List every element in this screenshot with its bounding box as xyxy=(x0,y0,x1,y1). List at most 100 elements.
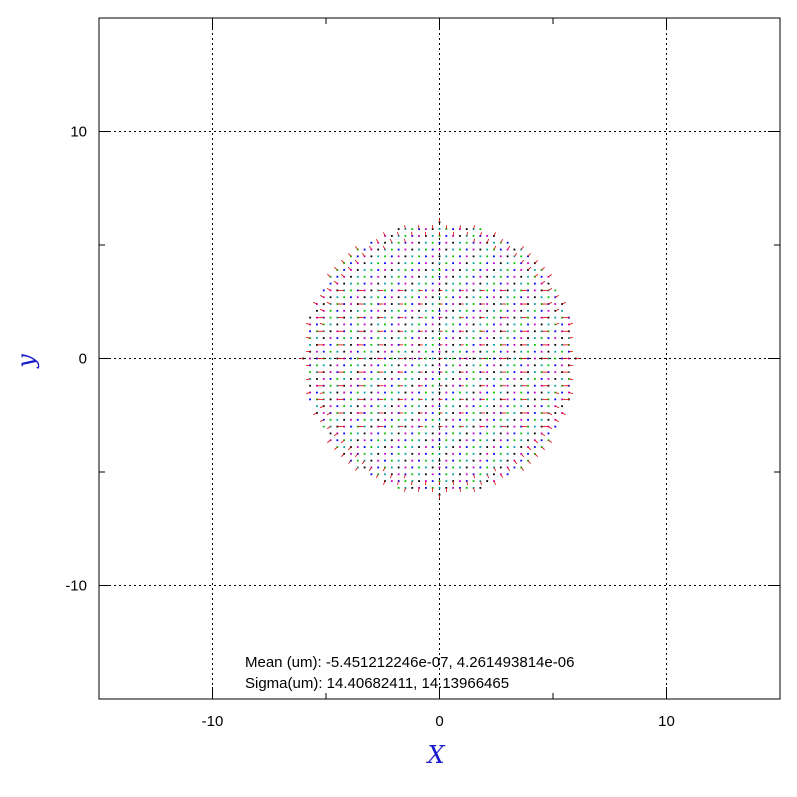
spot-point xyxy=(322,378,325,380)
spot-point xyxy=(411,255,414,258)
spot-point xyxy=(445,378,448,380)
spot-point xyxy=(397,473,400,476)
spot-point xyxy=(486,378,489,380)
spot-point xyxy=(472,384,475,387)
spot-point xyxy=(486,275,489,278)
spot-point xyxy=(574,357,577,360)
spot-point xyxy=(472,364,475,367)
spot-point xyxy=(363,275,366,278)
spot-point xyxy=(540,323,543,326)
spot-point xyxy=(465,432,468,435)
ray-vector xyxy=(466,231,468,237)
spot-point xyxy=(479,446,482,448)
spot-point xyxy=(424,309,427,312)
spot-point xyxy=(533,398,536,401)
spot-point xyxy=(377,337,380,339)
spot-point xyxy=(350,371,352,374)
spot-point xyxy=(411,466,414,469)
spot-point xyxy=(486,398,489,401)
spot-point xyxy=(309,398,312,401)
spot-point xyxy=(493,316,495,319)
spot-point xyxy=(547,316,550,319)
spot-point xyxy=(390,323,393,326)
spot-point xyxy=(479,309,482,312)
spot-point xyxy=(533,425,536,428)
spot-point xyxy=(465,418,468,421)
spot-point xyxy=(424,425,427,428)
ray-vector xyxy=(493,245,497,250)
spot-point xyxy=(493,235,495,237)
ray-vector xyxy=(354,259,359,264)
spot-point xyxy=(418,405,420,408)
spot-point xyxy=(363,378,366,380)
spot-point xyxy=(513,398,516,401)
spot-point xyxy=(533,269,536,271)
spot-point xyxy=(445,289,448,292)
spot-point xyxy=(547,432,550,435)
spot-point xyxy=(465,384,468,387)
ray-vector xyxy=(568,323,573,325)
ray-vector xyxy=(493,467,497,472)
spot-point xyxy=(479,459,482,462)
spot-point xyxy=(479,269,482,271)
spot-point xyxy=(499,255,502,258)
spot-point xyxy=(411,378,414,380)
spot-point xyxy=(527,262,529,265)
spot-point xyxy=(493,255,495,258)
spot-point xyxy=(554,316,557,319)
spot-point xyxy=(533,405,536,408)
spot-point xyxy=(513,323,516,326)
spot-point xyxy=(459,241,461,244)
spot-point xyxy=(445,418,448,421)
ray-vector xyxy=(473,487,475,492)
spot-point xyxy=(431,303,434,305)
spot-point xyxy=(520,337,523,339)
spot-point xyxy=(404,459,407,462)
spot-point xyxy=(350,364,352,367)
ray-vector xyxy=(375,474,379,478)
spot-point xyxy=(479,337,482,339)
spot-point xyxy=(445,309,448,312)
spot-point xyxy=(384,323,386,326)
spot-point xyxy=(547,289,550,292)
spot-point xyxy=(465,248,468,251)
spot-point xyxy=(431,296,434,299)
spot-point xyxy=(486,391,489,394)
spot-point xyxy=(472,391,475,394)
spot-point xyxy=(397,228,400,231)
spot-point xyxy=(445,486,448,489)
spot-point xyxy=(438,493,441,496)
spot-point xyxy=(329,398,332,401)
spot-point xyxy=(513,446,516,448)
spot-point xyxy=(431,282,434,285)
spot-point xyxy=(513,316,516,319)
spot-point xyxy=(424,343,427,346)
spot-point xyxy=(343,323,346,326)
spot-point xyxy=(438,405,441,408)
ray-vector xyxy=(348,460,352,464)
spot-point xyxy=(465,473,468,476)
spot-point xyxy=(445,330,448,333)
spot-point xyxy=(343,418,346,421)
spot-point xyxy=(363,248,366,251)
ray-vector xyxy=(514,460,518,465)
spot-point xyxy=(329,337,332,339)
spot-point xyxy=(486,384,489,387)
spot-point xyxy=(329,296,332,299)
spot-point xyxy=(445,316,448,319)
spot-point xyxy=(404,350,407,353)
spot-point xyxy=(520,439,523,442)
ray-vector xyxy=(541,446,545,450)
ray-vector xyxy=(555,322,560,325)
spot-point xyxy=(540,439,543,442)
spot-point xyxy=(418,323,420,326)
spot-point xyxy=(533,262,536,265)
ray-vector xyxy=(418,487,420,492)
spot-point xyxy=(343,316,346,319)
spot-point xyxy=(513,275,516,278)
spot-point xyxy=(424,391,427,394)
spot-point xyxy=(343,391,346,394)
spot-point xyxy=(452,350,455,353)
spot-point xyxy=(438,309,441,312)
spot-point xyxy=(506,255,509,258)
